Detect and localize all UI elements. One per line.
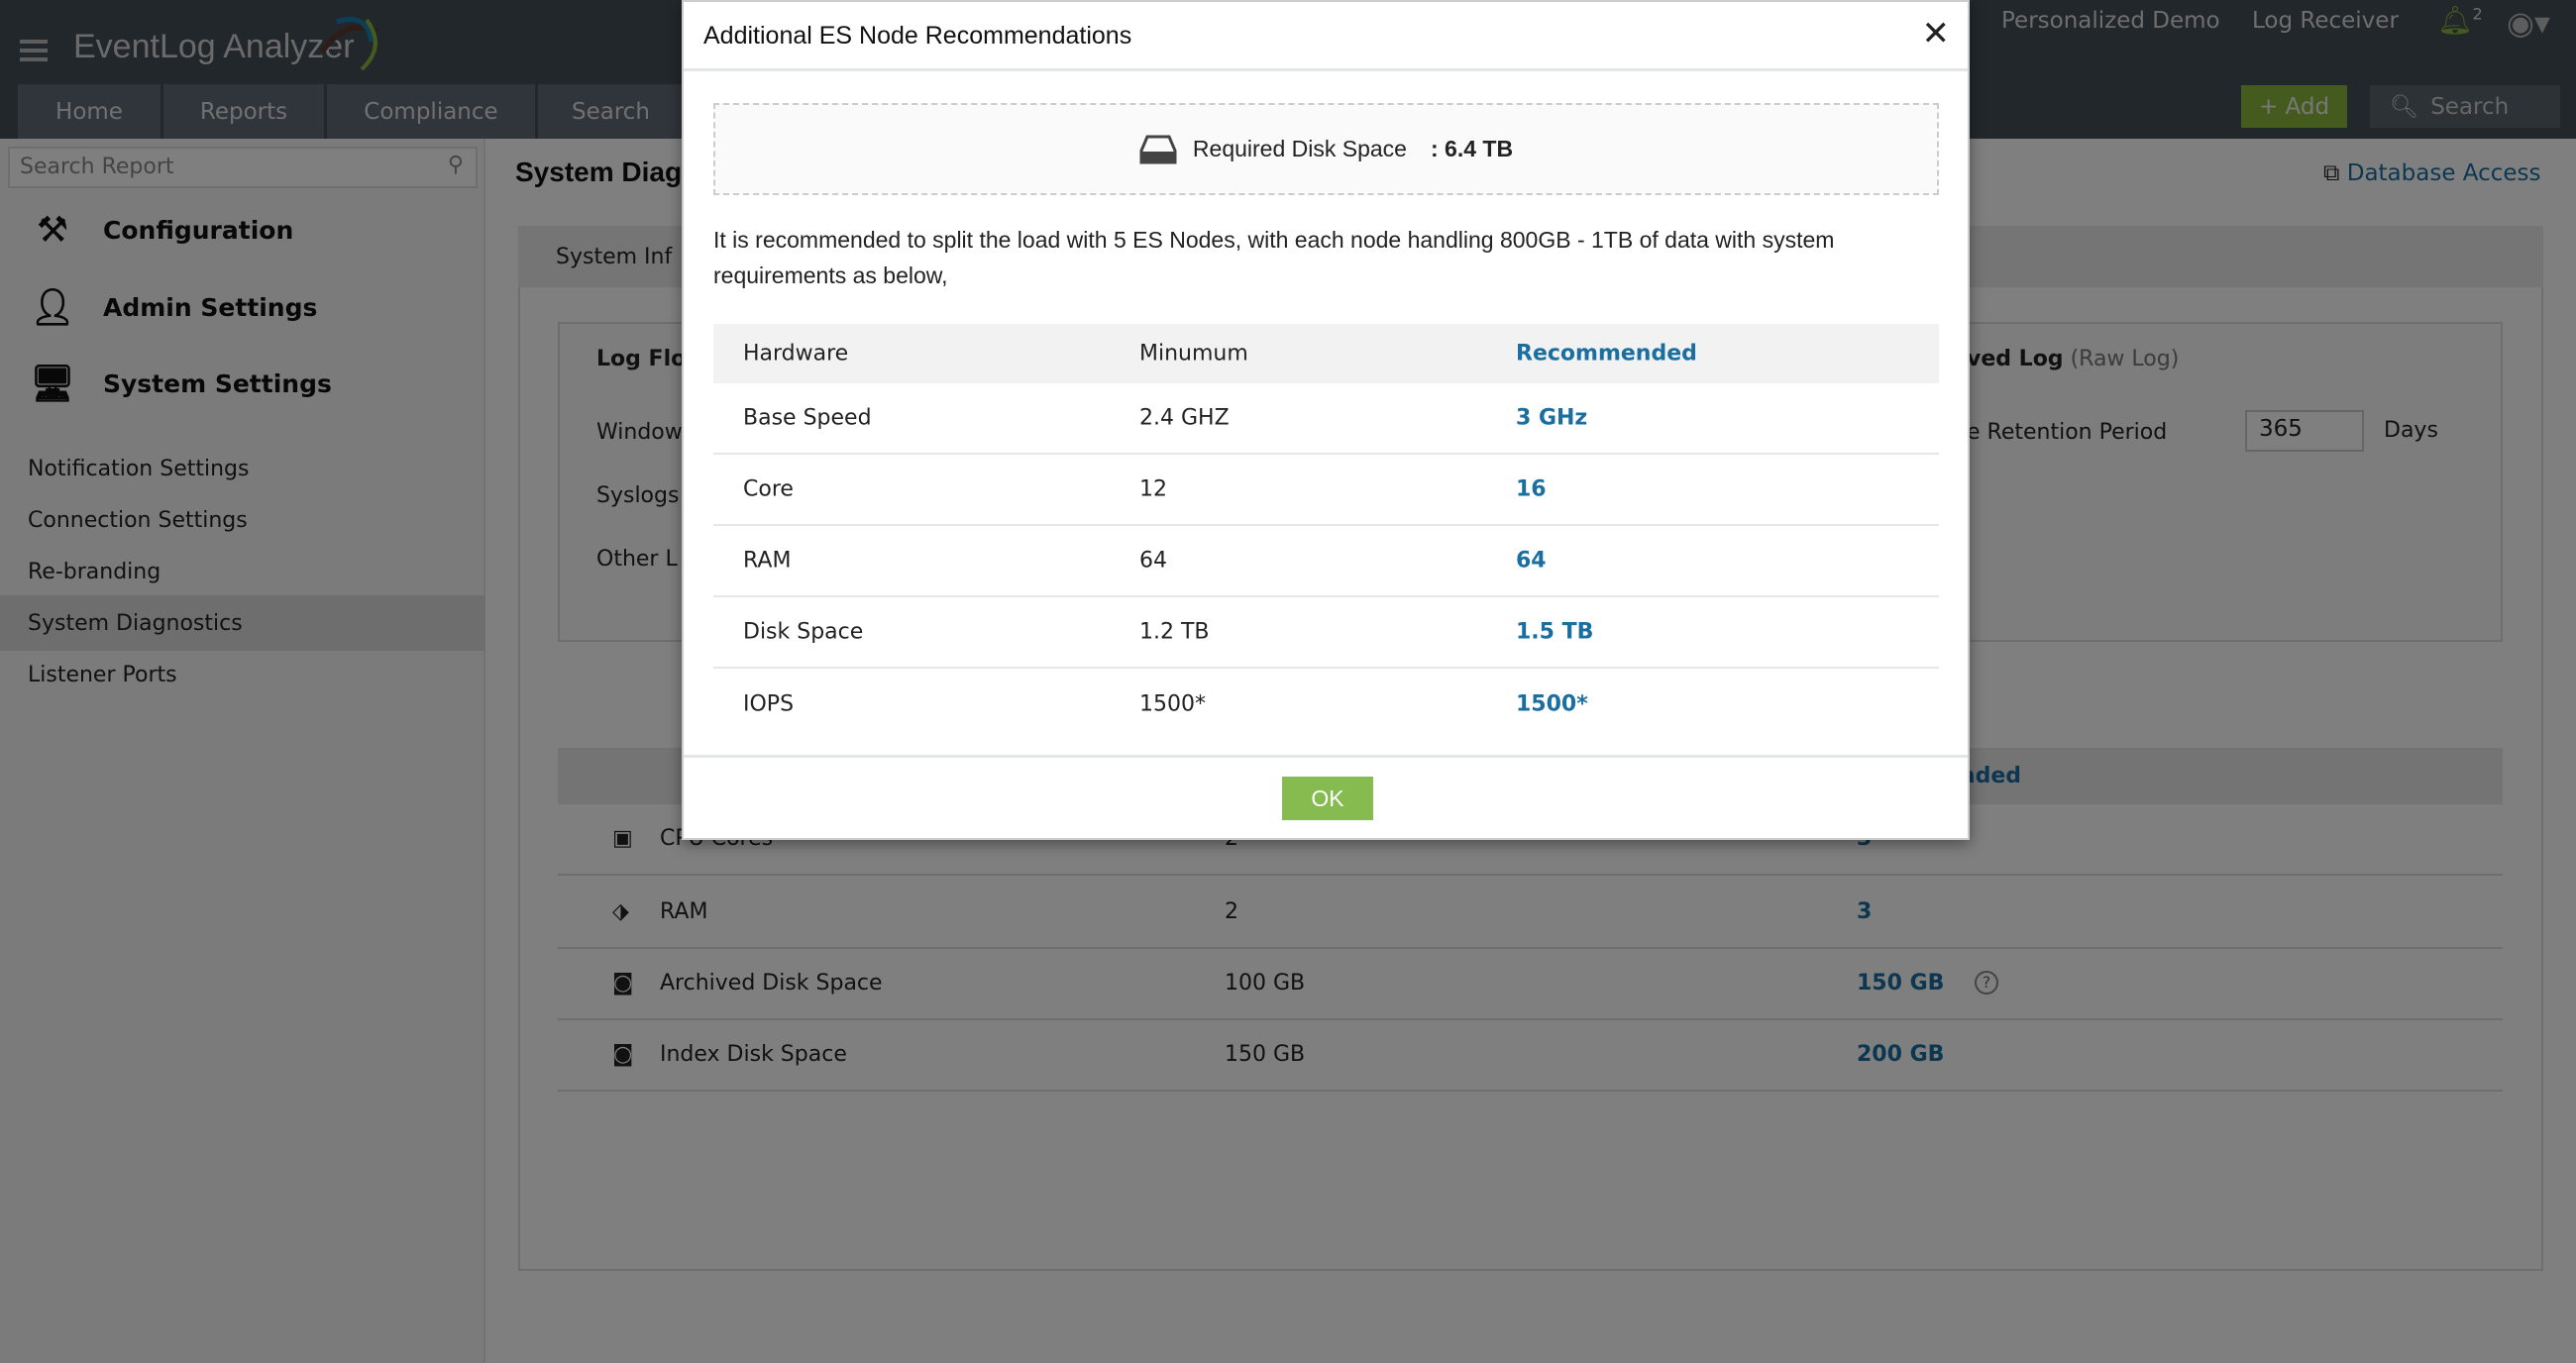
recommendation-table: Hardware Minumum Recommended Base Speed 2.4… — [713, 324, 1939, 740]
table-row: Base Speed 2.4 GHZ 3 GHz — [713, 383, 1939, 455]
close-icon[interactable]: ✕ — [1921, 14, 1951, 53]
dialog-title: Additional ES Node Recommendations — [703, 22, 1132, 50]
es-node-recommendations-dialog: Additional ES Node Recommendations ✕ Req… — [682, 0, 1970, 840]
hard-drive-icon — [1139, 135, 1177, 163]
table-row: RAM 64 64 — [713, 526, 1939, 597]
table-row: Core 12 16 — [713, 455, 1939, 526]
table-row: Disk Space 1.2 TB 1.5 TB — [713, 597, 1939, 669]
recommendation-text: It is recommended to split the load with… — [713, 227, 1835, 288]
dialog-footer-divider — [684, 755, 1968, 758]
table-row: IOPS 1500* 1500* — [743, 691, 1588, 717]
dialog-header: Additional ES Node Recommendations ✕ — [684, 2, 1968, 71]
ok-button[interactable]: OK — [1282, 777, 1373, 820]
required-disk-space-box: Required Disk Space : 6.4 TB — [713, 103, 1939, 195]
table-header: Hardware Minumum Recommended — [713, 324, 1939, 383]
